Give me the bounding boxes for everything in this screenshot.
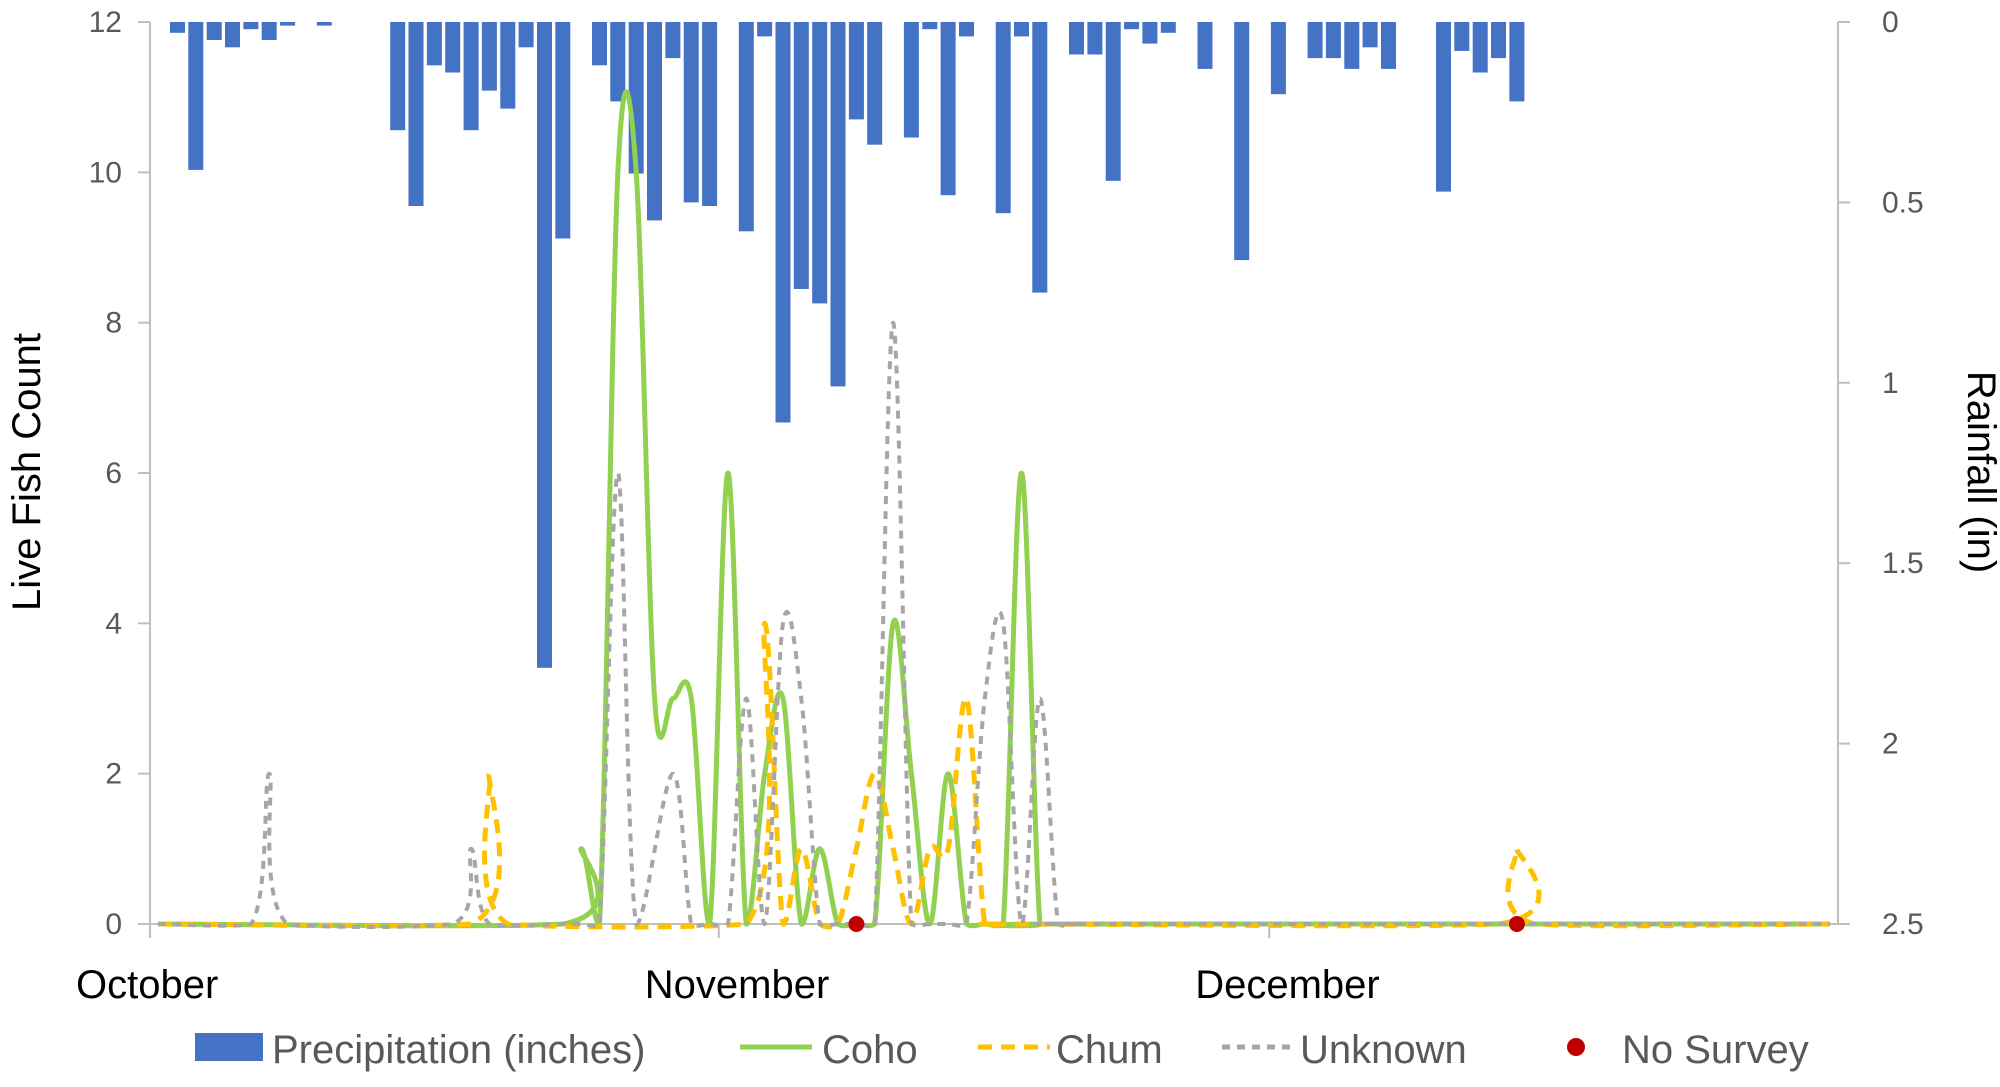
precip-bar — [830, 22, 846, 387]
precip-bar — [903, 22, 919, 138]
precip-bar — [1160, 22, 1176, 33]
precip-bar — [665, 22, 681, 59]
precip-bar — [500, 22, 516, 109]
precip-bar — [775, 22, 791, 423]
precip-bar — [261, 22, 277, 40]
precip-bar — [1270, 22, 1286, 95]
precip-bar — [1105, 22, 1121, 181]
precip-bar — [1325, 22, 1341, 59]
precip-bar — [647, 22, 662, 221]
legend-label: Chum — [1056, 1028, 1163, 1072]
no-survey-marker — [848, 916, 865, 932]
x-tick-label: October — [76, 963, 218, 1007]
y-tick-label: 10 — [89, 156, 122, 189]
y-axis-title: Live Fish Count — [5, 333, 49, 611]
precip-bar — [1472, 22, 1488, 73]
precip-bar — [1014, 22, 1029, 37]
precip-bar — [1436, 22, 1451, 192]
legend-label: No Survey — [1622, 1028, 1809, 1072]
precip-bar — [995, 22, 1011, 214]
precip-bar — [390, 22, 406, 131]
precip-bar — [1142, 22, 1158, 44]
precip-bar — [445, 22, 461, 73]
precip-bar — [812, 22, 828, 304]
precipitation-bars — [170, 22, 1525, 668]
precip-bar — [225, 22, 240, 48]
precip-bar — [280, 22, 296, 26]
precip-bar — [1454, 22, 1470, 51]
precip-bar — [757, 22, 773, 37]
precip-bar — [610, 22, 626, 102]
y-tick-label: 2 — [105, 758, 122, 791]
precip-bar — [555, 22, 571, 239]
axis-ticks: 0 2 4 6 8 10 12 0 0.5 1 1.5 2 2.5 October November Dece… — [76, 6, 1924, 1007]
unknown-line — [157, 320, 1830, 929]
precip-bar — [738, 22, 754, 232]
precip-bar — [316, 22, 332, 26]
y2-tick-label: 0 — [1882, 6, 1899, 39]
precip-bar — [683, 22, 699, 203]
precip-bar — [1344, 22, 1360, 69]
y2-axis-title: Rainfall (in) — [1959, 371, 2000, 573]
y-tick-label: 4 — [105, 607, 122, 640]
precip-bar — [206, 22, 222, 40]
precip-bar — [188, 22, 204, 170]
precip-bar — [959, 22, 974, 37]
y2-tick-label: 2 — [1882, 728, 1899, 761]
precip-bar — [1069, 22, 1084, 55]
precip-bar — [922, 22, 938, 30]
precip-bar — [848, 22, 864, 120]
precip-bar — [243, 22, 259, 30]
y-tick-label: 8 — [105, 307, 122, 340]
fish-count-lines — [157, 89, 1831, 932]
y-tick-label: 6 — [105, 457, 122, 490]
precip-bar — [1087, 22, 1103, 55]
precip-bar — [592, 22, 607, 66]
chum-line — [157, 620, 1831, 930]
precip-bar — [463, 22, 479, 131]
precip-bar — [518, 22, 534, 48]
precip-bar — [481, 22, 497, 91]
precip-bar — [793, 22, 809, 289]
legend-swatch-no-survey — [1567, 1038, 1585, 1056]
precip-bar — [1124, 22, 1140, 30]
precip-bar — [537, 22, 552, 668]
no-survey-marker — [1508, 916, 1525, 932]
legend: Precipitation (inches) Coho Chum Unknown No … — [195, 1028, 1809, 1072]
coho-line — [157, 89, 1830, 929]
precip-bar — [408, 22, 424, 206]
x-tick-label: November — [645, 963, 830, 1007]
precip-bar — [1362, 22, 1378, 48]
precip-bar — [940, 22, 956, 196]
axes — [149, 22, 1839, 925]
y-tick-label: 0 — [105, 908, 122, 941]
precip-bar — [702, 22, 718, 206]
y2-tick-label: 2.5 — [1882, 908, 1924, 941]
legend-label: Unknown — [1300, 1028, 1467, 1072]
precip-bar — [170, 22, 185, 33]
precip-bar — [1234, 22, 1250, 261]
precip-bar — [1509, 22, 1525, 102]
y2-tick-label: 1.5 — [1882, 547, 1924, 580]
legend-swatch-precipitation — [195, 1033, 263, 1061]
x-tick-label: December — [1195, 963, 1380, 1007]
precip-bar — [1307, 22, 1323, 59]
precip-bar — [1032, 22, 1048, 293]
y2-tick-label: 1 — [1882, 367, 1899, 400]
y2-tick-label: 0.5 — [1882, 186, 1924, 219]
precip-bar — [1491, 22, 1506, 59]
legend-label: Coho — [822, 1028, 918, 1072]
precip-bar — [1381, 22, 1396, 69]
precip-bar — [426, 22, 442, 66]
legend-label: Precipitation (inches) — [272, 1028, 646, 1072]
precip-bar — [1197, 22, 1213, 69]
y-tick-label: 12 — [89, 6, 122, 39]
precip-bar — [867, 22, 883, 145]
